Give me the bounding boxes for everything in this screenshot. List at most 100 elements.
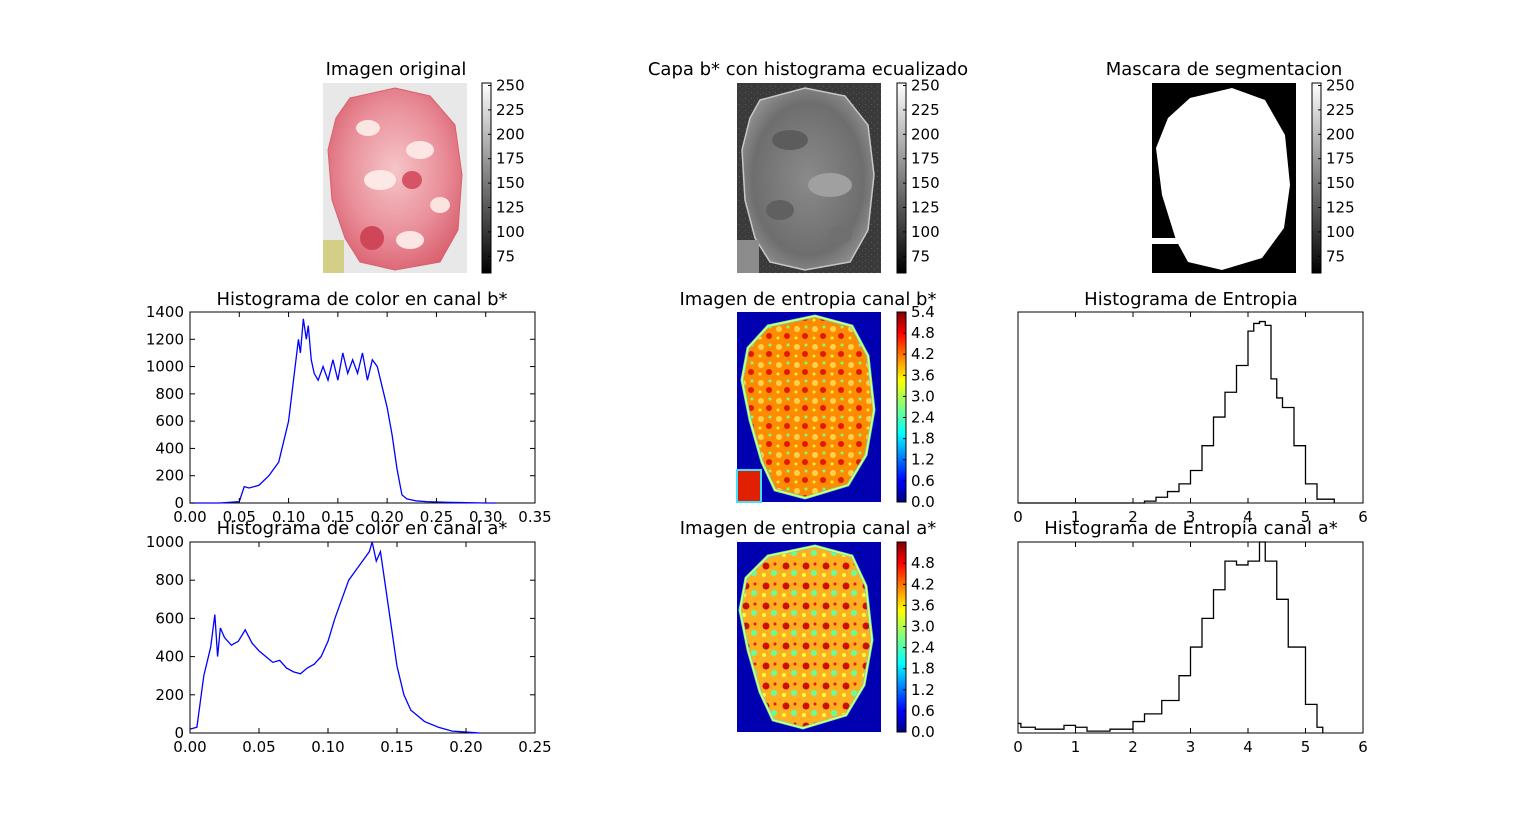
x-tick-label: 0: [1013, 738, 1023, 756]
x-tick-label: 0.15: [321, 508, 354, 526]
colorbar-tick-label: 75: [496, 247, 515, 265]
colorbar-tick-label: 150: [911, 174, 940, 192]
y-tick-label: 800: [155, 385, 184, 403]
entropy-a-image: [737, 542, 881, 732]
title-entropy-a: Imagen de entropia canal a*: [680, 518, 937, 539]
x-tick-label: 0.10: [311, 738, 344, 756]
colorbar-tick-label: 250: [1326, 77, 1355, 95]
colorbar-tick-label: 225: [911, 101, 940, 119]
colorbar-tick-label: 1.8: [911, 660, 935, 678]
x-tick-label: 0.05: [223, 508, 256, 526]
colorbar-tick-label: 100: [911, 223, 940, 241]
x-tick-label: 4: [1243, 738, 1253, 756]
colorbar-tick-label: 175: [496, 150, 525, 168]
x-tick-label: 2: [1128, 738, 1138, 756]
y-tick-label: 800: [155, 571, 184, 589]
x-tick-label: 0.00: [173, 508, 206, 526]
colorbar-tick-label: 125: [496, 199, 525, 217]
x-tick-label: 6: [1358, 508, 1368, 526]
colorbar-tick-label: 3.6: [911, 366, 935, 384]
hist-b-chart: 0.00 0.05 0.10 0.15 0.20 0.25 0.30 0.35 0 200 400 6…: [146, 303, 552, 526]
colorbar-tick-label: 125: [1326, 199, 1355, 217]
colorbar-equalized: 250 225 200 175 150 125 100 75: [896, 77, 940, 274]
x-tick-label: 0.10: [272, 508, 305, 526]
colorbar-tick-label: 5.4: [911, 303, 935, 321]
x-tick-label: 6: [1358, 738, 1368, 756]
y-tick-label: 600: [155, 412, 184, 430]
x-tick-label: 0.20: [449, 738, 482, 756]
y-tick-label: 600: [155, 609, 184, 627]
x-tick-label: 0.15: [380, 738, 413, 756]
colorbar-tick-label: 1.8: [911, 430, 935, 448]
x-tick-label: 2: [1128, 508, 1138, 526]
title-hist-entropy-a: Histograma de Entropia canal a*: [1044, 518, 1338, 539]
x-tick-label: 1: [1071, 508, 1081, 526]
colorbar-tick-label: 3.0: [911, 387, 935, 405]
y-tick-label: 0: [174, 724, 184, 742]
plot-frame: [189, 541, 536, 734]
colorbar-tick-label: 200: [496, 125, 525, 143]
x-tick-label: 5: [1301, 738, 1311, 756]
colorbar-tick-label: 0.6: [911, 472, 935, 490]
colorbar-tick-label: 4.2: [911, 345, 935, 363]
y-tick-label: 400: [155, 439, 184, 457]
series-line: [189, 541, 480, 734]
x-tick-label: 0.20: [370, 508, 403, 526]
mask-image: [1152, 83, 1296, 273]
x-tick-label: 0.35: [518, 508, 551, 526]
colorbar-tick-label: 2.4: [911, 409, 935, 427]
colorbar-tick-label: 175: [911, 150, 940, 168]
colorbar-tick-label: 150: [496, 174, 525, 192]
x-tick-label: 3: [1186, 738, 1196, 756]
colorbar-tick-label: 3.0: [911, 618, 935, 636]
y-tick-label: 1400: [146, 303, 184, 321]
hist-entropy-chart: 0 1 2 3 4 5 6: [1013, 311, 1368, 526]
x-tick-label: 3: [1186, 508, 1196, 526]
colorbar-tick-label: 200: [911, 125, 940, 143]
colorbar-tick-label: 4.2: [911, 575, 935, 593]
x-tick-label: 1: [1071, 738, 1081, 756]
colorbar-tick-label: 100: [1326, 223, 1355, 241]
colorbar-tick-label: 1.2: [911, 681, 935, 699]
y-tick-label: 400: [155, 648, 184, 666]
entropy-b-image: [736, 312, 881, 503]
colorbar-tick-label: 0.0: [911, 493, 935, 511]
x-tick-label: 4: [1243, 508, 1253, 526]
colorbar-entropy-a: 0.0 0.6 1.2 1.8 2.4 3.0 3.6 4.2 4.8: [896, 541, 935, 741]
series-line: [1018, 320, 1335, 504]
colorbar-entropy-b: 5.4 4.8 4.2 3.6 3.0 2.4 1.8 1.2 0.6 0.0: [896, 303, 935, 511]
colorbar-tick-label: 2.4: [911, 639, 935, 657]
hist-entropy-a-chart: 0 1 2 3 4 5 6: [1013, 541, 1368, 756]
colorbar-tick-label: 3.6: [911, 596, 935, 614]
colorbar-tick-label: 250: [496, 77, 525, 95]
colorbar-tick-label: 225: [496, 101, 525, 119]
title-hist-b: Histograma de color en canal b*: [216, 289, 507, 310]
colorbar-tick-label: 225: [1326, 101, 1355, 119]
y-tick-label: 1000: [146, 533, 184, 551]
x-tick-label: 5: [1301, 508, 1311, 526]
colorbar-tick-label: 4.8: [911, 554, 935, 572]
hist-a-chart: 0.00 0.05 0.10 0.15 0.20 0.25 0 200 400 600 800 100…: [146, 533, 552, 756]
x-tick-label: 0.25: [518, 738, 551, 756]
title-hist-entropy: Histograma de Entropia: [1084, 289, 1298, 310]
x-tick-label: 0.00: [173, 738, 206, 756]
x-tick-label: 0.30: [469, 508, 502, 526]
series-line: [1018, 541, 1324, 733]
series-line: [190, 318, 496, 504]
y-tick-label: 200: [155, 686, 184, 704]
x-tick-label: 0.25: [420, 508, 453, 526]
colorbar-tick-label: 0.6: [911, 702, 935, 720]
y-tick-label: 1200: [146, 330, 184, 348]
colorbar-tick-label: 0.0: [911, 723, 935, 741]
y-tick-label: 1000: [146, 358, 184, 376]
colorbar-original: 250 225 200 175 150 125 100 75: [481, 77, 525, 274]
plot-frame: [189, 311, 536, 504]
y-tick-label: 0: [174, 494, 184, 512]
equalized-image: [737, 83, 881, 273]
title-equalized: Capa b* con histograma ecualizado: [648, 59, 968, 80]
colorbar-tick-label: 1.2: [911, 451, 935, 469]
colorbar-tick-label: 175: [1326, 150, 1355, 168]
colorbar-tick-label: 4.8: [911, 324, 935, 342]
colorbar-tick-label: 75: [1326, 247, 1345, 265]
